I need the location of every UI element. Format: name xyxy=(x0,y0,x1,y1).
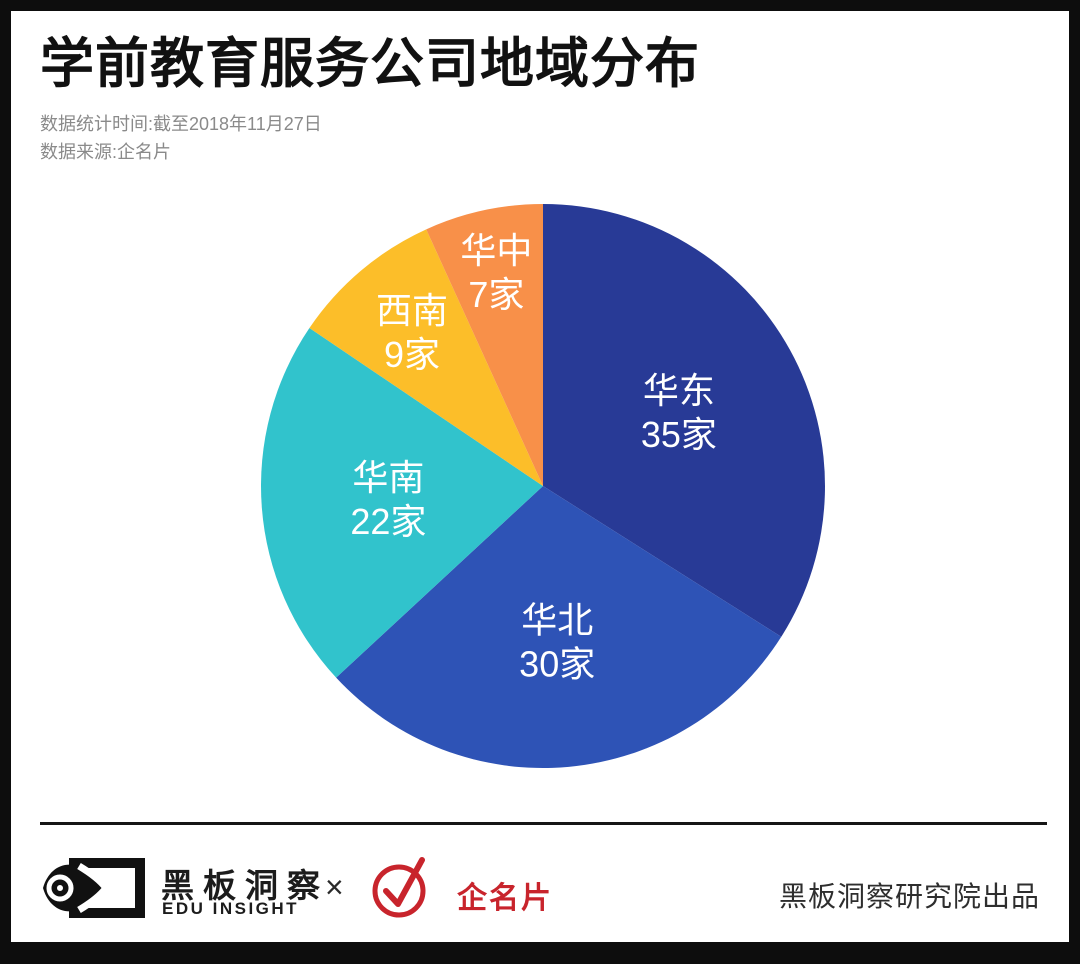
production-credit: 黑板洞察研究院出品 xyxy=(778,881,1040,912)
pie-label-4: 华中 7家 xyxy=(460,230,532,315)
brand-name-en: EDU INSIGHT xyxy=(162,899,300,918)
subtitle-stat-time: 数据统计时间:截至2018年11月27日 xyxy=(40,114,322,134)
pie-slice-2 xyxy=(261,327,543,678)
pie-slice-1 xyxy=(336,486,782,768)
pie-slice-0 xyxy=(543,204,825,637)
check-circle-icon xyxy=(372,857,426,918)
pie-label-1: 华北 30家 xyxy=(519,600,595,685)
pie-label-3: 西南 9家 xyxy=(376,290,448,375)
partner-name: 企名片 xyxy=(457,882,553,915)
pie-label-2: 华南 22家 xyxy=(350,457,426,542)
subtitle-data-source: 数据来源:企名片 xyxy=(40,142,172,162)
collab-x-separator: × xyxy=(325,869,344,905)
pie-label-0: 华东 35家 xyxy=(641,370,717,455)
footer-divider xyxy=(40,822,1047,825)
page-title: 学前教育服务公司地域分布 xyxy=(40,34,700,94)
pie-slice-3 xyxy=(309,229,543,486)
eye-logo-icon xyxy=(43,858,145,918)
pie-slice-4 xyxy=(426,204,543,486)
brand-name-cn: 黑板洞察 xyxy=(161,867,329,904)
